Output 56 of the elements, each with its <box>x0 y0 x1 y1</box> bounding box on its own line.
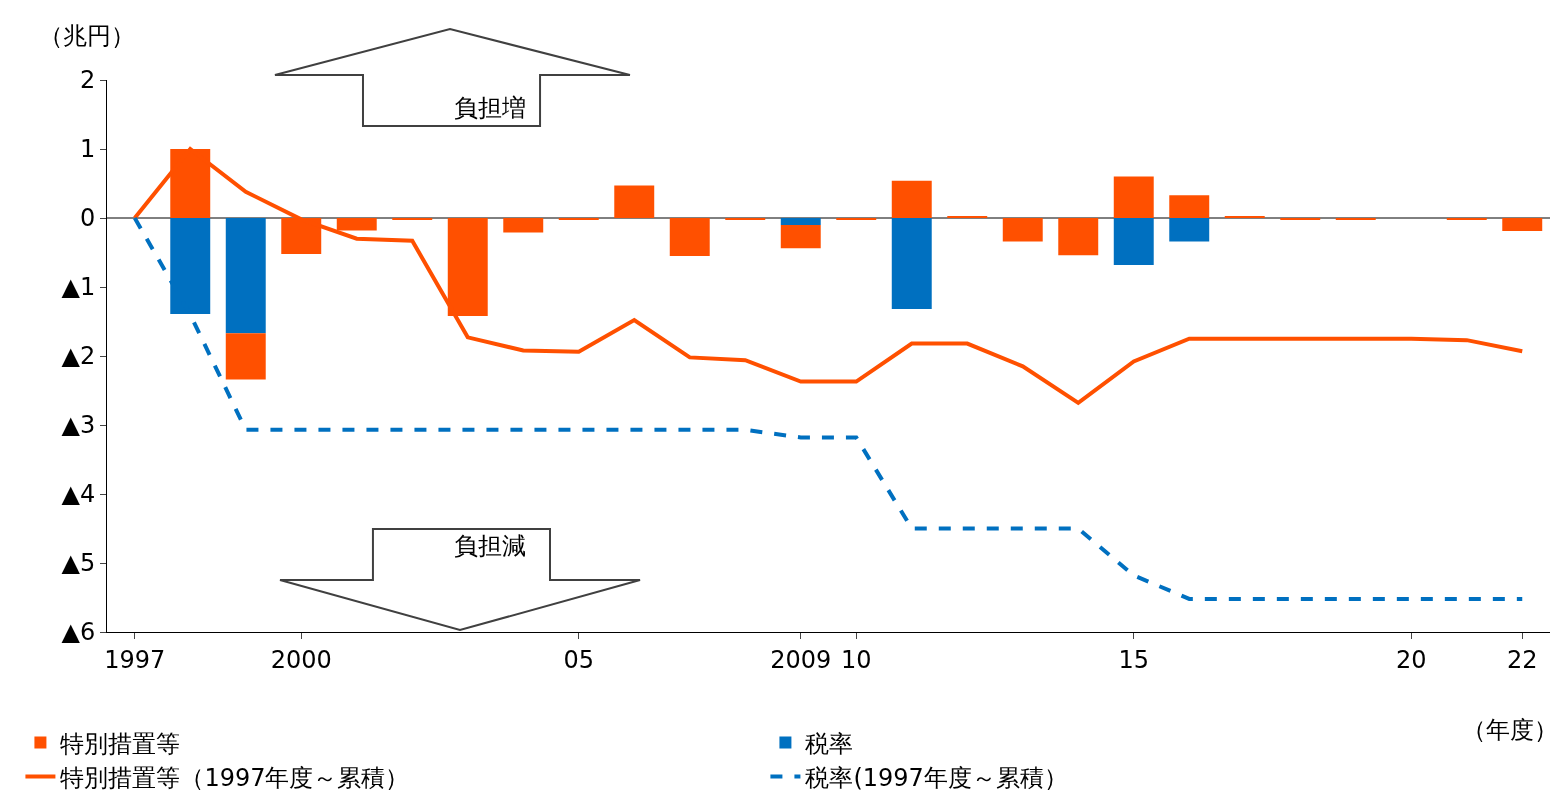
bar <box>1224 215 1265 218</box>
bar <box>669 218 710 256</box>
bar <box>1502 218 1543 232</box>
line-series <box>132 216 1525 601</box>
bar <box>447 218 488 316</box>
x-axis-title: （年度） <box>1462 716 1558 744</box>
bar <box>725 218 766 221</box>
x-tick-label: 2009 <box>770 645 832 674</box>
y-tick-label: 1 <box>79 135 96 164</box>
bar <box>558 218 599 221</box>
x-tick-label: 05 <box>563 645 595 674</box>
x-tick-label: 15 <box>1118 645 1150 674</box>
bar <box>1446 218 1487 221</box>
annotation: 負担増 <box>454 94 526 122</box>
y-tick-label: ▲2 <box>61 342 96 371</box>
bar <box>1280 218 1321 221</box>
y-axis-title: （兆円） <box>39 22 135 50</box>
annotation: 負担減 <box>454 532 526 560</box>
y-tick-label: ▲3 <box>61 411 96 440</box>
y-tick-label: 2 <box>79 66 96 95</box>
x-tick-label: 2000 <box>270 645 332 674</box>
line-series <box>132 147 1525 405</box>
y-tick-label: ▲6 <box>61 618 96 647</box>
bar <box>780 224 821 249</box>
bar <box>1169 195 1210 218</box>
bar <box>503 218 544 233</box>
legend-label: 税率(1997年度～累積） <box>805 763 1068 792</box>
x-tick-label: 20 <box>1395 645 1427 674</box>
bar <box>1002 218 1043 242</box>
legend-label: 特別措置等（1997年度～累積） <box>60 763 410 792</box>
bar <box>392 218 433 221</box>
bar <box>614 185 655 218</box>
bar <box>891 180 932 218</box>
bar <box>225 333 266 380</box>
bar <box>170 149 211 218</box>
bar <box>780 218 821 225</box>
bar <box>1113 176 1154 218</box>
bar <box>836 218 877 221</box>
legend-label: 税率 <box>805 729 854 758</box>
bar <box>336 218 377 231</box>
y-tick-label: ▲1 <box>61 273 96 302</box>
bar <box>891 218 932 310</box>
bar <box>1335 218 1376 221</box>
y-tick-label: ▲5 <box>61 549 96 578</box>
bar <box>947 215 988 218</box>
legend-label: 特別措置等 <box>60 729 181 758</box>
bar <box>1169 218 1210 242</box>
x-tick-label: 1997 <box>104 645 166 674</box>
bar <box>281 218 322 254</box>
bar <box>225 218 266 334</box>
x-tick-label: 10 <box>840 645 872 674</box>
x-tick-label: 22 <box>1506 645 1538 674</box>
bar <box>1058 218 1099 256</box>
y-tick-label: 0 <box>79 204 96 233</box>
bar <box>1113 218 1154 265</box>
y-tick-label: ▲4 <box>61 480 96 509</box>
